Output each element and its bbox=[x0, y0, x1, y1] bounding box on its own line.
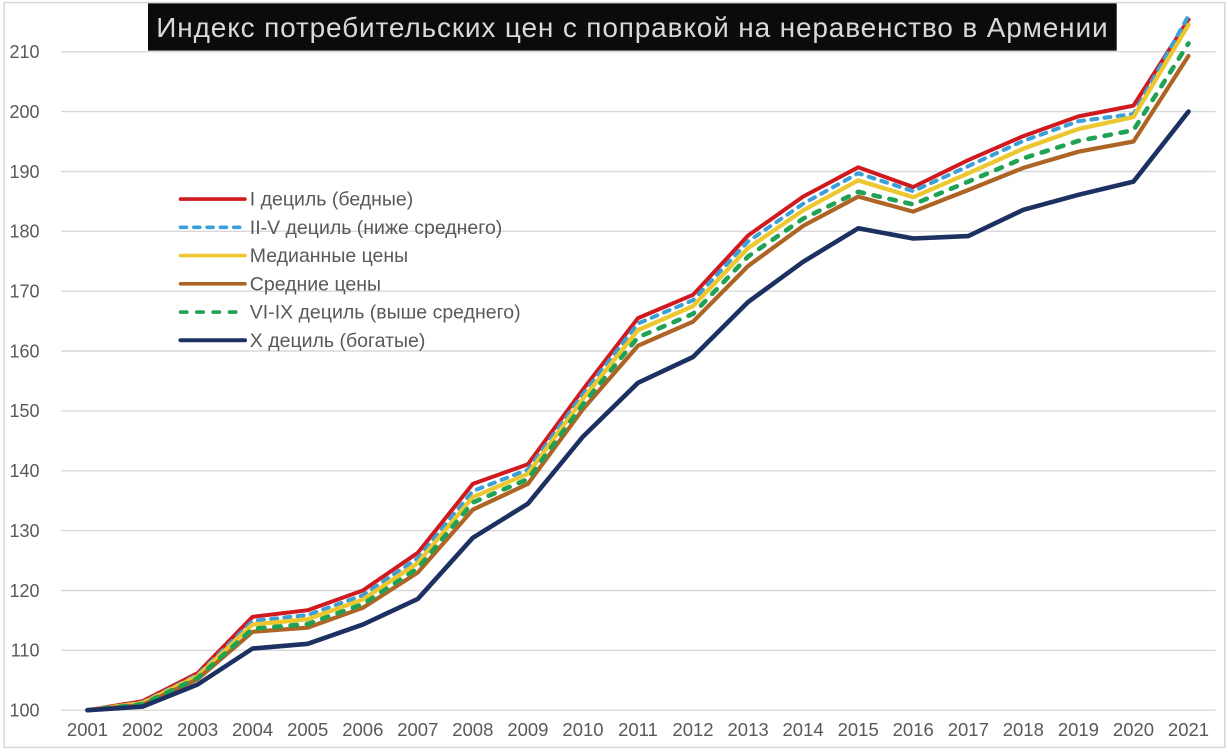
svg-text:2021: 2021 bbox=[1168, 719, 1209, 740]
svg-text:VI-IX дециль (выше среднего): VI-IX дециль (выше среднего) bbox=[250, 302, 521, 324]
svg-text:150: 150 bbox=[9, 401, 39, 421]
svg-text:II-V дециль (ниже среднего): II-V дециль (ниже среднего) bbox=[250, 217, 502, 239]
svg-text:Индекс потребительских цен с п: Индекс потребительских цен с поправкой н… bbox=[156, 12, 1108, 43]
svg-text:140: 140 bbox=[9, 461, 39, 481]
svg-text:2013: 2013 bbox=[728, 719, 769, 740]
svg-text:180: 180 bbox=[9, 222, 39, 242]
svg-text:100: 100 bbox=[9, 701, 39, 721]
svg-text:200: 200 bbox=[9, 102, 39, 122]
svg-text:160: 160 bbox=[9, 341, 39, 361]
svg-text:2020: 2020 bbox=[1113, 719, 1154, 740]
svg-text:2005: 2005 bbox=[287, 719, 328, 740]
svg-text:2007: 2007 bbox=[397, 719, 438, 740]
svg-text:2002: 2002 bbox=[122, 719, 163, 740]
svg-text:2012: 2012 bbox=[672, 719, 713, 740]
svg-text:2003: 2003 bbox=[177, 719, 218, 740]
svg-text:120: 120 bbox=[9, 581, 39, 601]
svg-text:2015: 2015 bbox=[838, 719, 879, 740]
svg-text:190: 190 bbox=[9, 162, 39, 182]
svg-text:2010: 2010 bbox=[562, 719, 603, 740]
svg-text:Медианные цены: Медианные цены bbox=[250, 245, 408, 267]
svg-text:2016: 2016 bbox=[893, 719, 934, 740]
svg-text:2001: 2001 bbox=[67, 719, 108, 740]
svg-text:I дециль (бедные): I дециль (бедные) bbox=[250, 189, 413, 211]
svg-text:2008: 2008 bbox=[452, 719, 493, 740]
svg-text:2009: 2009 bbox=[507, 719, 548, 740]
svg-text:2019: 2019 bbox=[1058, 719, 1099, 740]
svg-text:2017: 2017 bbox=[948, 719, 989, 740]
svg-text:170: 170 bbox=[9, 282, 39, 302]
svg-text:2004: 2004 bbox=[232, 719, 273, 740]
svg-text:130: 130 bbox=[9, 521, 39, 541]
svg-text:2014: 2014 bbox=[783, 719, 824, 740]
svg-text:2006: 2006 bbox=[342, 719, 383, 740]
svg-text:2011: 2011 bbox=[618, 719, 658, 740]
svg-text:Средние цены: Средние цены bbox=[250, 273, 381, 295]
svg-text:110: 110 bbox=[11, 641, 40, 661]
svg-text:X дециль (богатые): X дециль (богатые) bbox=[250, 330, 426, 352]
svg-text:2018: 2018 bbox=[1003, 719, 1044, 740]
svg-text:210: 210 bbox=[9, 42, 39, 62]
